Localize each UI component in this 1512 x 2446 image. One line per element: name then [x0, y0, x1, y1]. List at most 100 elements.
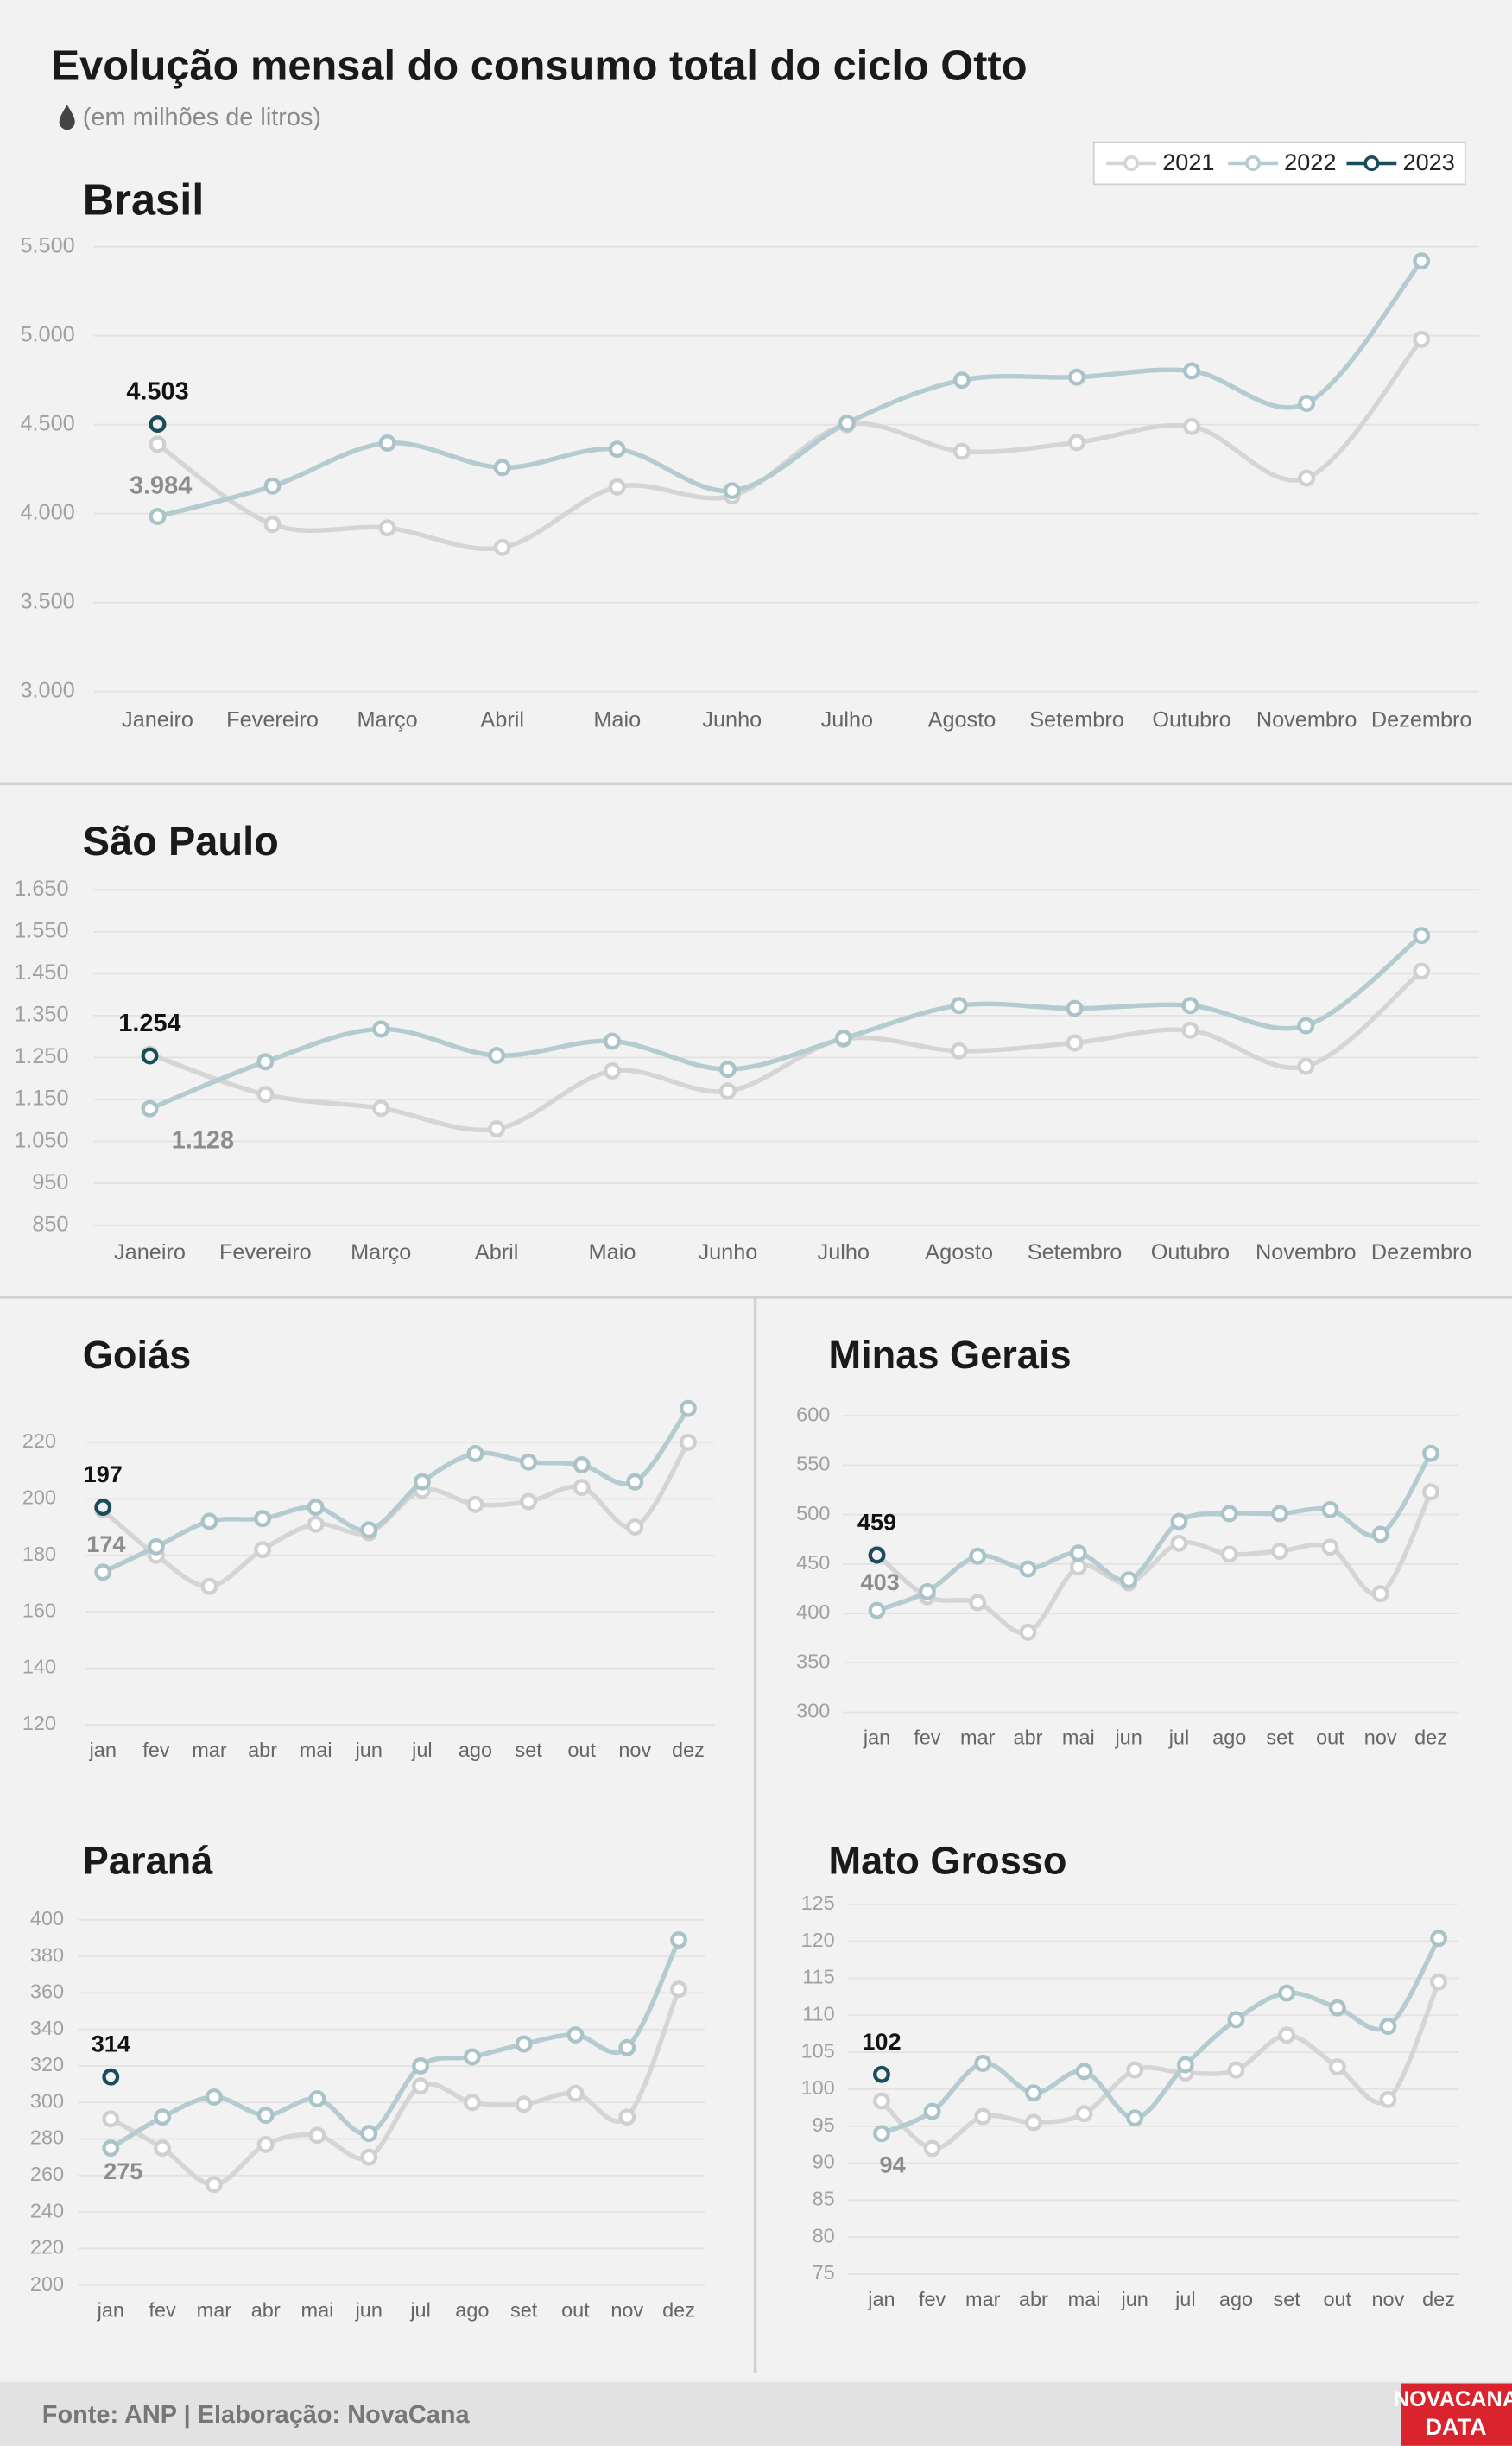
- data-point: [566, 2084, 585, 2102]
- data-label: 1.254: [118, 1010, 180, 1037]
- data-point: [1298, 469, 1316, 487]
- data-point: [378, 519, 396, 537]
- data-point: [308, 2126, 326, 2145]
- x-tick-label: Outubro: [1152, 708, 1230, 732]
- x-tick-label: Dezembro: [1371, 1240, 1472, 1264]
- data-point: [1422, 1444, 1439, 1462]
- data-point: [1278, 2026, 1296, 2044]
- data-point: [1075, 2105, 1093, 2123]
- data-point: [1413, 252, 1431, 270]
- data-point: [1297, 1057, 1315, 1075]
- series-line: [156, 259, 1424, 519]
- data-point: [1297, 1017, 1315, 1035]
- x-tick-label: set: [1273, 2288, 1300, 2310]
- y-tick-label: 80: [813, 2224, 835, 2246]
- data-point: [873, 2092, 890, 2110]
- data-point: [838, 414, 856, 432]
- x-tick-label: nov: [618, 1739, 651, 1761]
- chart-title: Mato Grosso: [829, 1839, 1067, 1883]
- data-point: [1298, 395, 1316, 412]
- x-tick-label: out: [1323, 2288, 1351, 2310]
- x-tick-label: jul: [1174, 2288, 1196, 2310]
- data-point: [718, 1082, 737, 1100]
- data-point: [149, 435, 167, 453]
- data-point: [412, 2057, 430, 2075]
- x-tick-label: jun: [1114, 1726, 1142, 1748]
- x-tick-label: jan: [97, 2299, 124, 2322]
- x-tick-label: Março: [357, 708, 418, 732]
- x-tick-label: Abril: [480, 708, 524, 732]
- y-tick-label: 280: [30, 2126, 64, 2149]
- x-tick-label: Janeiro: [114, 1240, 186, 1264]
- x-tick-label: jan: [863, 1726, 890, 1748]
- y-tick-label: 1.650: [14, 877, 68, 901]
- y-tick-label: 1.550: [14, 918, 68, 942]
- y-tick-label: 400: [796, 1600, 830, 1623]
- data-point: [308, 2090, 326, 2107]
- x-tick-label: Agosto: [925, 1240, 993, 1264]
- data-point: [520, 1492, 538, 1511]
- logo-text: DATA: [1425, 2413, 1486, 2440]
- y-tick-label: 850: [32, 1212, 68, 1236]
- y-tick-label: 220: [30, 2236, 64, 2259]
- y-tick-label: 5.500: [20, 233, 74, 257]
- data-label: 275: [104, 2158, 142, 2184]
- y-tick-label: 360: [30, 1980, 64, 2003]
- data-point: [360, 1521, 378, 1539]
- data-point: [1413, 330, 1431, 348]
- data-point: [834, 1030, 852, 1048]
- y-tick-label: 400: [30, 1907, 64, 1930]
- data-point: [94, 1563, 112, 1581]
- y-tick-label: 105: [801, 2039, 835, 2062]
- data-point: [974, 2107, 992, 2126]
- data-point: [1183, 362, 1201, 380]
- x-tick-label: abr: [1014, 1726, 1043, 1748]
- data-point: [868, 1601, 886, 1619]
- y-tick-label: 4.500: [20, 411, 74, 435]
- x-tick-label: ago: [459, 1739, 492, 1761]
- x-tick-label: ago: [1219, 2288, 1253, 2310]
- data-label: 4.503: [126, 378, 188, 406]
- x-tick-label: Março: [351, 1240, 411, 1264]
- y-tick-label: 85: [813, 2188, 835, 2210]
- x-tick-label: Janeiro: [122, 708, 193, 732]
- data-point: [1328, 1999, 1346, 2017]
- legend-label: 2023: [1403, 149, 1455, 175]
- x-tick-label: Maio: [593, 708, 641, 732]
- data-point: [1066, 999, 1084, 1017]
- x-tick-label: Julho: [818, 1240, 870, 1264]
- y-tick-label: 160: [22, 1599, 56, 1621]
- data-point: [1019, 1560, 1037, 1578]
- data-point: [1328, 2058, 1346, 2076]
- y-tick-label: 5.000: [20, 322, 74, 346]
- data-point: [466, 1495, 484, 1513]
- x-tick-label: Junho: [702, 708, 762, 732]
- data-point: [205, 2088, 223, 2106]
- data-point: [918, 1582, 936, 1600]
- y-tick-label: 1.050: [14, 1128, 68, 1152]
- y-tick-label: 340: [30, 2017, 64, 2039]
- data-point: [1430, 1930, 1448, 1948]
- y-tick-label: 200: [30, 2272, 64, 2295]
- x-tick-label: abr: [1019, 2288, 1048, 2310]
- data-point: [1019, 1623, 1037, 1641]
- data-point: [679, 1433, 697, 1451]
- data-point: [254, 1510, 272, 1528]
- chart-title: Minas Gerais: [829, 1333, 1072, 1377]
- data-point: [566, 2026, 585, 2044]
- x-tick-label: Dezembro: [1371, 708, 1472, 732]
- x-tick-label: set: [1266, 1726, 1294, 1748]
- x-tick-label: dez: [1422, 2288, 1455, 2310]
- source: Fonte: ANP | Elaboração: NovaCana: [42, 2401, 471, 2429]
- logo-text: NOVACANA: [1394, 2387, 1512, 2411]
- data-point: [307, 1499, 325, 1517]
- data-point: [154, 2139, 172, 2158]
- data-point: [493, 459, 511, 477]
- data-label: 174: [86, 1530, 125, 1557]
- x-tick-label: Fevereiro: [226, 708, 319, 732]
- data-point: [307, 1515, 325, 1533]
- y-tick-label: 100: [801, 2076, 835, 2099]
- chart-title: Goiás: [83, 1333, 191, 1377]
- data-point: [463, 2094, 481, 2112]
- data-point: [141, 1099, 159, 1118]
